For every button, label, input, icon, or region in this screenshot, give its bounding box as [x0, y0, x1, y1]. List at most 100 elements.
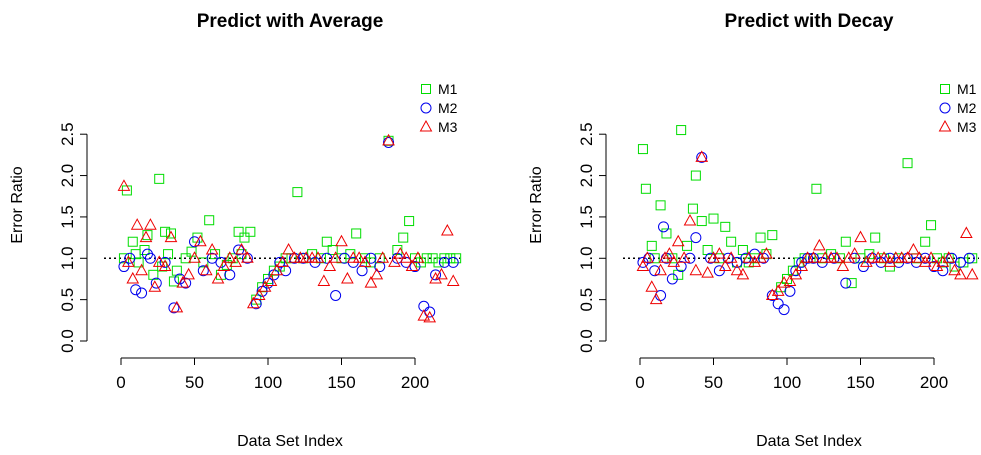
data-point — [211, 271, 225, 284]
data-point — [182, 267, 195, 280]
data-point — [963, 252, 975, 264]
data-point — [654, 263, 667, 276]
data-point — [154, 173, 165, 184]
x-tick-label: 0 — [116, 373, 125, 392]
legend: M1 M2 M3 — [419, 81, 458, 135]
data-point — [144, 252, 156, 264]
data-point — [919, 252, 931, 264]
data-point — [241, 251, 254, 263]
data-point — [846, 278, 857, 289]
x-tick-label: 150 — [846, 373, 874, 392]
data-point — [335, 234, 348, 247]
data-point — [180, 277, 192, 289]
data-point — [854, 230, 867, 243]
data-point — [133, 257, 144, 268]
y-tick-label: 0.0 — [58, 329, 77, 353]
series-m3 — [117, 133, 460, 323]
data-point — [649, 265, 661, 277]
data-point — [398, 232, 409, 243]
data-point — [830, 251, 844, 263]
data-point — [860, 255, 873, 267]
data-point — [311, 251, 325, 263]
data-point — [907, 242, 920, 255]
data-point — [784, 285, 796, 297]
data-point — [262, 277, 274, 289]
data-point — [164, 230, 178, 243]
data-point — [842, 251, 856, 263]
data-point — [204, 215, 215, 226]
chart-panel-average: Predict with Average Data Set Index Erro… — [9, 11, 462, 450]
chart-title: Predict with Average — [197, 11, 384, 32]
y-tick-label: 2.0 — [577, 164, 596, 188]
data-point — [418, 300, 430, 312]
legend-label: M2 — [957, 100, 977, 116]
x-axis: 0 50 100 150 200 — [635, 357, 948, 392]
data-point — [684, 252, 696, 264]
data-point — [655, 200, 666, 211]
data-point — [926, 220, 937, 231]
y-axis-label: Error Ratio — [9, 166, 26, 243]
data-point — [707, 251, 720, 263]
data-point — [144, 218, 157, 230]
data-point — [321, 236, 332, 247]
data-point — [439, 253, 450, 264]
data-point — [445, 253, 456, 264]
series-m3 — [636, 150, 979, 305]
data-point — [451, 253, 462, 264]
data-point — [370, 267, 384, 280]
data-point — [671, 234, 685, 247]
data-point — [150, 277, 162, 289]
data-point — [683, 214, 697, 226]
data-point — [778, 304, 790, 316]
data-point — [677, 251, 691, 263]
data-point — [404, 216, 415, 227]
series-m2 — [637, 151, 975, 316]
data-point — [170, 300, 184, 313]
data-point — [376, 251, 390, 263]
data-point — [760, 247, 773, 259]
data-point — [658, 221, 670, 233]
x-axis-label: Data Set Index — [756, 433, 862, 450]
data-point — [399, 251, 413, 263]
data-point — [117, 179, 131, 191]
data-point — [356, 265, 368, 277]
data-point — [118, 253, 129, 264]
data-point — [148, 280, 162, 292]
data-point — [754, 251, 767, 263]
data-point — [720, 221, 731, 232]
y-tick-label: 1.0 — [577, 246, 596, 270]
data-point — [912, 251, 926, 263]
x-tick-label: 50 — [704, 373, 723, 392]
data-point — [840, 277, 852, 289]
data-point — [736, 267, 750, 280]
data-point — [197, 265, 209, 277]
legend-marker — [940, 84, 950, 94]
data-point — [430, 269, 442, 281]
data-point — [168, 276, 179, 287]
data-point — [718, 259, 732, 272]
data-point — [358, 255, 372, 267]
data-point — [636, 259, 650, 272]
legend-marker — [938, 119, 952, 132]
data-point — [188, 251, 201, 263]
data-point — [383, 136, 395, 148]
data-point — [246, 296, 260, 309]
data-point — [351, 228, 362, 239]
x-tick-label: 100 — [773, 373, 801, 392]
data-point — [233, 244, 245, 256]
data-point — [235, 242, 248, 255]
data-point — [264, 274, 278, 286]
data-point — [959, 226, 973, 238]
legend-marker — [419, 119, 433, 132]
data-point — [194, 234, 207, 247]
data-point — [965, 267, 979, 280]
data-point — [122, 255, 135, 267]
data-point — [276, 255, 290, 267]
data-point — [690, 170, 701, 181]
data-point — [726, 236, 737, 247]
data-point — [139, 230, 153, 243]
data-point — [411, 251, 425, 263]
data-point — [224, 269, 236, 281]
data-point — [438, 256, 450, 268]
